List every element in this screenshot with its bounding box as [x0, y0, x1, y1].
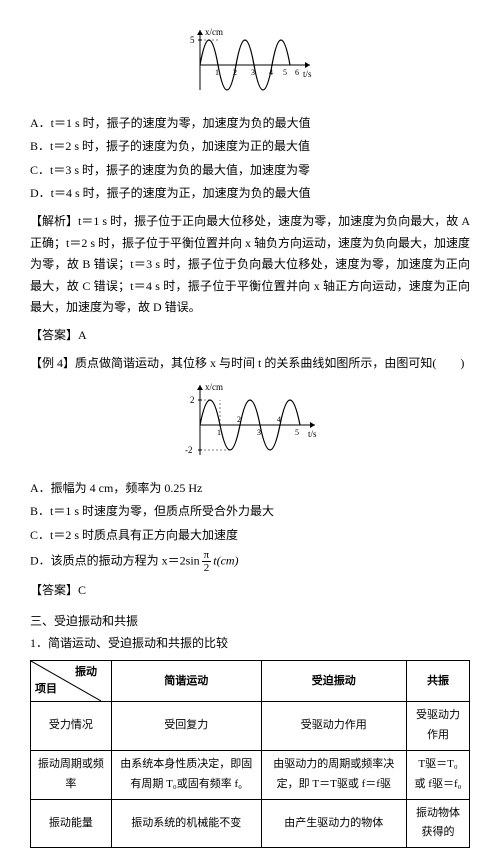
svg-text:5: 5 [283, 68, 287, 77]
row3-c3: 振动物体获得的 [407, 799, 470, 848]
answer-2: 【答案】C [30, 580, 470, 602]
q2-d-suffix: t(cm) [213, 553, 238, 567]
th-col3: 共振 [407, 661, 470, 702]
svg-text:2: 2 [233, 68, 237, 77]
y-axis-label-1: x/cm [205, 27, 223, 37]
section-3-sub: 1．简谐运动、受迫振动和共振的比较 [30, 633, 470, 655]
svg-text:x/cm: x/cm [205, 382, 223, 392]
row3-c1: 振动系统的机械能不变 [111, 799, 261, 848]
sine-graph-1: x/cm t/s 5 1 2 3 4 5 6 [185, 25, 315, 95]
svg-text:3: 3 [257, 428, 261, 437]
row2-label: 振动周期或频率 [31, 751, 112, 800]
svg-text:2: 2 [190, 395, 195, 405]
section-3-title: 三、受迫振动和共振 [30, 611, 470, 633]
frac-top: π [202, 549, 212, 562]
svg-text:4: 4 [269, 68, 273, 77]
diag-top-label: 振动 [75, 663, 97, 683]
row1-c1: 受回复力 [111, 702, 261, 751]
th-col2: 受迫振动 [261, 661, 406, 702]
comparison-table: 振动 项目 简谐运动 受迫振动 共振 受力情况 受回复力 受驱动力作用 受驱动力… [30, 660, 470, 848]
q1-option-d: D．t＝4 s 时，振子的速度为正，加速度为负的最大值 [30, 183, 470, 205]
row3-c2: 由产生驱动力的物体 [261, 799, 406, 848]
svg-text:-2: -2 [185, 445, 193, 455]
q2-d-prefix: D．该质点的振动方程为 x＝2sin [30, 553, 200, 567]
row1-c3: 受驱动力作用 [407, 702, 470, 751]
answer-1: 【答案】A [30, 325, 470, 347]
row3-label: 振动能量 [31, 799, 112, 848]
svg-text:4: 4 [277, 415, 281, 424]
row2-c2: 由驱动力的周期或频率决定，即 T＝T驱或 f＝f驱 [261, 751, 406, 800]
q1-option-b: B．t＝2 s 时，振子的速度为负，加速度为正的最大值 [30, 136, 470, 158]
example-4-intro: 【例 4】质点做简谐运动，其位移 x 与时间 t 的关系曲线如图所示，由图可知(… [30, 353, 470, 375]
svg-text:5: 5 [295, 428, 299, 437]
graph-2: x/cm t/s 2 -2 1 2 3 4 5 [30, 380, 470, 468]
svg-text:6: 6 [295, 68, 299, 77]
frac-bot: 2 [202, 562, 212, 574]
diag-bot-label: 项目 [35, 680, 57, 700]
q1-option-a: A．t＝1 s 时，振子的速度为零，加速度为负的最大值 [30, 113, 470, 135]
svg-text:1: 1 [217, 428, 221, 437]
row1-c2: 受驱动力作用 [261, 702, 406, 751]
q1-option-c: C．t＝3 s 时，振子的速度为负的最大值，加速度为零 [30, 160, 470, 182]
analysis-1: 【解析】t＝1 s 时，振子位于正向最大位移处，速度为零，加速度为负向最大，故 … [30, 211, 470, 319]
q2-option-b: B．t＝1 s 时速度为零，但质点所受合外力最大 [30, 501, 470, 523]
svg-text:2: 2 [237, 415, 241, 424]
th-col1: 简谐运动 [111, 661, 261, 702]
row2-c3: T驱＝T₀或 f驱＝f₀ [407, 751, 470, 800]
row1-label: 受力情况 [31, 702, 112, 751]
q2-option-d: D．该质点的振动方程为 x＝2sin π 2 t(cm) [30, 549, 470, 574]
x-axis-label-1: t/s [303, 69, 312, 79]
q2-option-a: A．振幅为 4 cm，频率为 0.25 Hz [30, 478, 470, 500]
q2-option-c: C．t＝2 s 时质点具有正方向最大加速度 [30, 525, 470, 547]
svg-text:1: 1 [215, 68, 219, 77]
svg-text:t/s: t/s [308, 429, 317, 439]
sine-graph-2: x/cm t/s 2 -2 1 2 3 4 5 [180, 380, 320, 460]
row2-c1: 由系统本身性质决定，即固有周期 T₀或固有频率 f₀ [111, 751, 261, 800]
svg-text:5: 5 [190, 35, 195, 45]
svg-text:3: 3 [251, 68, 255, 77]
graph-1: x/cm t/s 5 1 2 3 4 5 6 [30, 25, 470, 103]
diag-header-cell: 振动 项目 [31, 661, 101, 701]
